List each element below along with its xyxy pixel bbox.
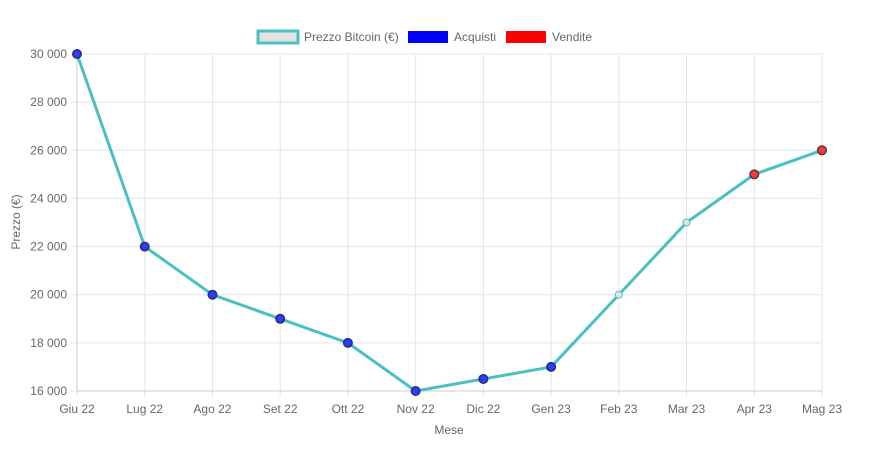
y-tick-label: 16 000 [30, 384, 67, 398]
data-points-layer [72, 49, 827, 396]
y-axis-title: Prezzo (€) [9, 194, 23, 249]
y-tick-label: 30 000 [30, 47, 67, 61]
legend-label: Acquisti [454, 30, 496, 44]
x-tick-label: Dic 22 [466, 402, 500, 416]
x-axis-title: Mese [434, 423, 464, 437]
sell-point[interactable] [817, 145, 827, 156]
price-line [75, 53, 823, 393]
buy-point[interactable] [275, 313, 286, 324]
x-tick-label: Gen 23 [531, 402, 571, 416]
legend-swatch [256, 29, 300, 45]
x-tick-label: Ago 22 [193, 402, 231, 416]
price-point[interactable] [682, 218, 691, 227]
buy-point[interactable] [72, 49, 82, 59]
buy-point[interactable] [478, 373, 489, 384]
legend-label: Prezzo Bitcoin (€) [304, 30, 399, 44]
x-tick-label: Feb 23 [600, 402, 638, 416]
buy-point[interactable] [342, 337, 353, 348]
price-point[interactable] [614, 290, 623, 299]
axes [76, 54, 822, 392]
y-tick-label: 18 000 [30, 336, 67, 350]
buy-point[interactable] [410, 386, 421, 396]
legend-label: Vendite [552, 30, 592, 44]
tick-labels: 16 000 18 000 20 000 22 000 24 000 26 000 28 0… [30, 47, 842, 416]
price-line-layer [75, 53, 823, 393]
x-tick-label: Set 22 [263, 402, 298, 416]
x-tick-label: Giu 22 [59, 402, 95, 416]
buy-point[interactable] [207, 289, 218, 300]
buy-point[interactable] [139, 241, 150, 252]
x-tick-label: Mag 23 [802, 402, 842, 416]
x-tick-label: Lug 22 [126, 402, 163, 416]
legend-item[interactable]: Vendite [506, 30, 592, 44]
legend-swatch [408, 31, 448, 43]
legend-item[interactable]: Prezzo Bitcoin (€) [256, 29, 399, 45]
y-tick-label: 20 000 [30, 288, 67, 302]
sell-point[interactable] [749, 169, 760, 180]
x-tick-label: Ott 22 [332, 402, 365, 416]
x-tick-label: Nov 22 [397, 402, 435, 416]
buy-point[interactable] [546, 361, 557, 372]
y-tick-label: 28 000 [30, 95, 67, 109]
legend-swatch [506, 31, 546, 43]
legend-item[interactable]: Acquisti [408, 30, 496, 44]
y-tick-label: 24 000 [30, 191, 67, 205]
legend[interactable]: Prezzo Bitcoin (€) Acquisti Vendite [256, 29, 592, 45]
x-tick-label: Apr 23 [737, 402, 773, 416]
x-tick-label: Mar 23 [668, 402, 706, 416]
y-tick-label: 26 000 [30, 143, 67, 157]
grid-lines [71, 53, 823, 397]
y-tick-label: 22 000 [30, 240, 67, 254]
